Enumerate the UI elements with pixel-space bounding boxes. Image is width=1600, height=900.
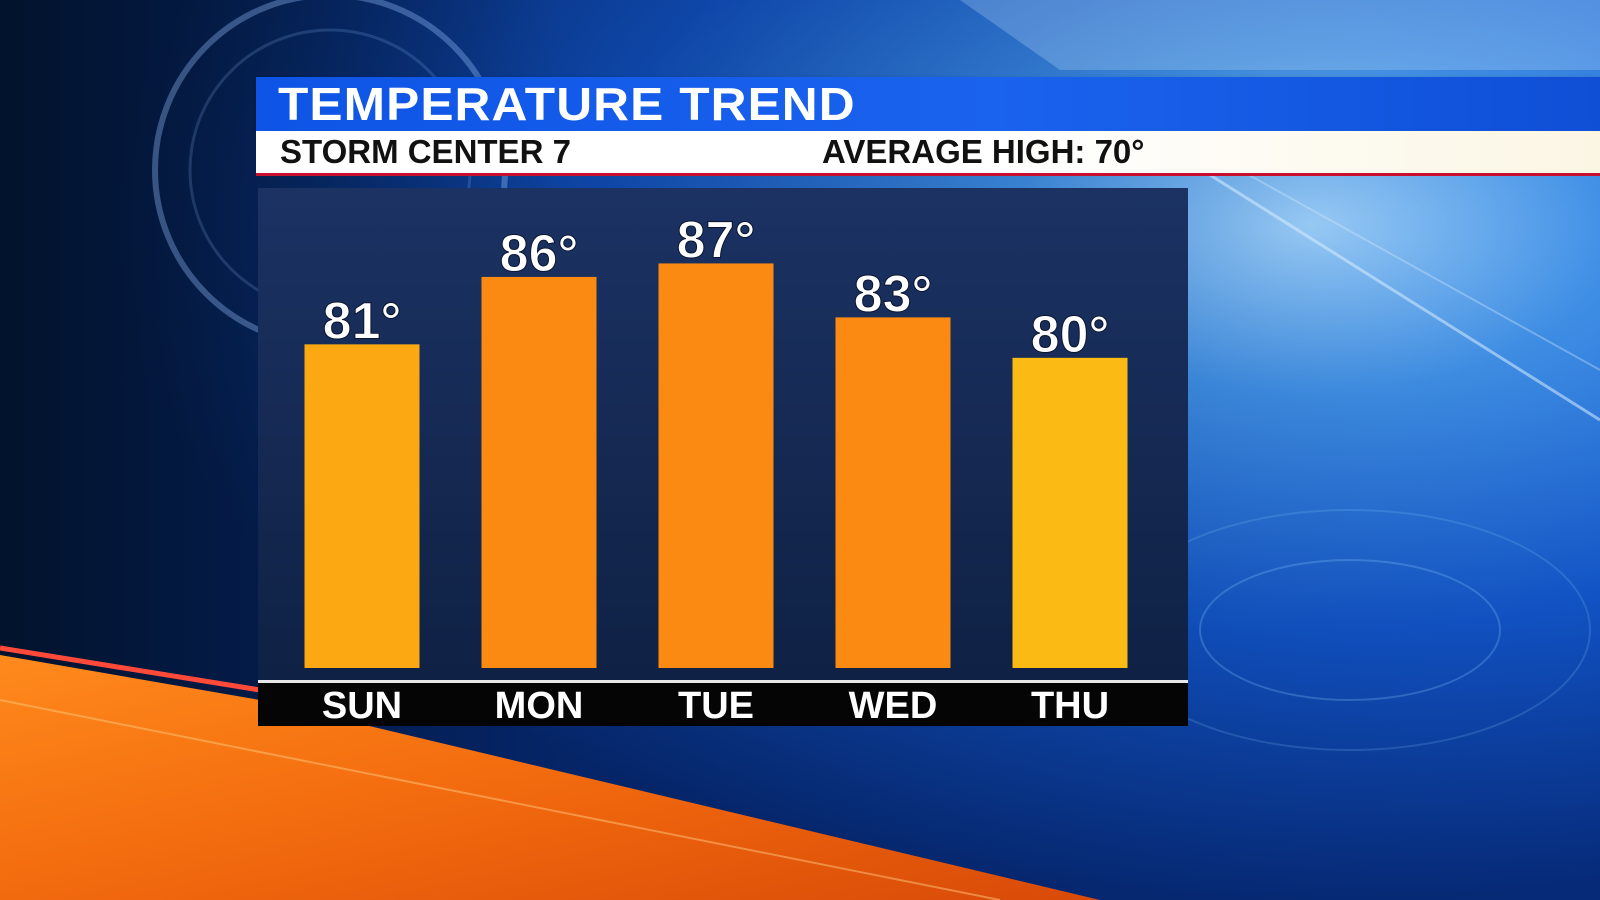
title-bar: TEMPERATURE TREND <box>256 77 1600 131</box>
bar-wed <box>835 317 951 668</box>
chart-title: TEMPERATURE TREND <box>278 78 856 130</box>
bar-mon <box>481 276 597 668</box>
bar-thu <box>1012 357 1128 668</box>
subtitle-bar: STORM CENTER 7 AVERAGE HIGH: 70° <box>256 131 1600 176</box>
axis-divider <box>258 680 1188 683</box>
station-name: STORM CENTER 7 <box>280 133 571 170</box>
data-label-sun: 81° <box>323 292 402 350</box>
bar-sun <box>304 344 420 668</box>
tick-label-tue: TUE <box>678 685 754 726</box>
tick-label-sun: SUN <box>322 685 402 726</box>
temperature-bar-chart: 81° SUN 86° MON 87° TUE 83° WED 80° THU <box>258 188 1188 726</box>
tick-label-wed: WED <box>849 685 938 726</box>
data-label-tue: 87° <box>677 211 756 269</box>
tick-label-mon: MON <box>495 685 584 726</box>
data-label-wed: 83° <box>854 265 933 323</box>
bar-tue <box>658 263 774 668</box>
average-high: AVERAGE HIGH: 70° <box>822 133 1145 170</box>
x-axis-band <box>258 683 1188 726</box>
data-label-mon: 86° <box>500 225 579 283</box>
data-label-thu: 80° <box>1031 306 1110 364</box>
tick-label-thu: THU <box>1031 685 1109 726</box>
